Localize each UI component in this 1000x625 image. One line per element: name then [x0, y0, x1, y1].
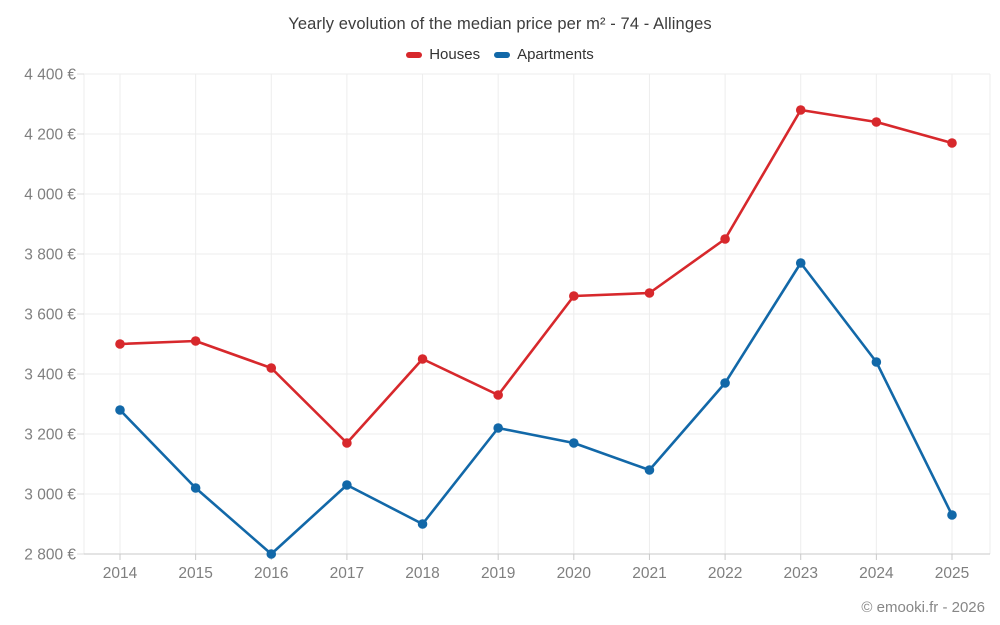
y-axis-labels: 2 800 € 3 000 € 3 200 € 3 400 € 3 600 € 3 800…: [24, 67, 76, 564]
y-axis-tick-label: 3 000 €: [24, 487, 76, 504]
x-axis-tick-label: 2025: [935, 565, 969, 582]
y-axis-tick-label: 3 400 €: [24, 367, 76, 384]
x-axis-labels: 2014 2015 2016 2017 2018 2019 2020 2021 2022 2023…: [103, 554, 969, 582]
legend-label-apartments: Apartments: [517, 46, 594, 63]
y-axis-tick-label: 3 200 €: [24, 427, 76, 444]
apartments-point-2024[interactable]: [871, 357, 882, 367]
x-axis-tick-label: 2017: [330, 565, 364, 582]
apartments-point-2017[interactable]: [342, 480, 352, 490]
apartments-point-2023[interactable]: [795, 258, 806, 268]
y-axis-tick-label: 4 400 €: [24, 67, 76, 84]
x-axis-tick-label: 2024: [859, 565, 894, 582]
houses-point-2015[interactable]: [190, 336, 201, 346]
x-axis-tick-label: 2014: [103, 565, 138, 582]
apartments-point-2014[interactable]: [115, 405, 125, 415]
horizontal-gridlines: [77, 73, 990, 555]
y-axis-tick-label: 2 800 €: [24, 547, 76, 564]
chart-title: Yearly evolution of the median price per…: [288, 15, 712, 33]
chart-legend: Houses Apartments: [0, 46, 1000, 63]
legend-label-houses: Houses: [429, 46, 481, 63]
x-axis-tick-label: 2018: [405, 565, 439, 582]
y-axis-tick-label: 3 600 €: [24, 307, 76, 324]
houses-point-2014[interactable]: [115, 339, 125, 349]
apartments-point-2018[interactable]: [417, 519, 428, 529]
houses-point-2021[interactable]: [644, 288, 655, 298]
apartments-point-2021[interactable]: [644, 465, 655, 475]
houses-point-2020[interactable]: [569, 291, 579, 301]
houses-point-2024[interactable]: [871, 117, 882, 127]
houses-point-2025[interactable]: [947, 138, 957, 148]
x-axis-tick-label: 2022: [708, 565, 742, 582]
x-axis-tick-label: 2019: [481, 565, 515, 582]
legend-swatch-houses-icon: [406, 51, 423, 58]
x-axis-tick-label: 2016: [254, 565, 288, 582]
legend-swatch-apartments-icon: [494, 51, 511, 58]
legend-item-houses[interactable]: Houses: [406, 46, 480, 63]
apartments-point-2020[interactable]: [569, 438, 579, 448]
series-apartments: [115, 258, 957, 559]
x-axis-tick-label: 2020: [557, 565, 592, 582]
y-axis-tick-label: 4 200 €: [24, 127, 76, 144]
x-axis-tick-label: 2021: [632, 565, 666, 582]
apartments-line: [118, 261, 954, 556]
apartments-point-2025[interactable]: [947, 510, 957, 520]
y-axis-tick-label: 4 000 €: [24, 187, 76, 204]
apartments-point-2015[interactable]: [190, 483, 201, 493]
legend-item-apartments[interactable]: Apartments: [494, 46, 594, 63]
x-axis-tick-label: 2023: [783, 565, 817, 582]
houses-point-2022[interactable]: [720, 234, 730, 244]
houses-point-2016[interactable]: [266, 363, 277, 373]
houses-point-2018[interactable]: [417, 354, 428, 364]
x-axis-tick-label: 2015: [178, 565, 212, 582]
houses-point-2023[interactable]: [795, 105, 806, 115]
houses-line: [118, 108, 954, 445]
copyright-text: © emooki.fr - 2026: [861, 599, 985, 616]
y-axis-tick-label: 3 800 €: [24, 247, 76, 264]
apartments-point-2019[interactable]: [493, 423, 503, 433]
houses-point-2019[interactable]: [493, 390, 503, 400]
series-houses: [115, 105, 957, 448]
houses-point-2017[interactable]: [342, 438, 352, 448]
apartments-point-2022[interactable]: [720, 378, 730, 388]
apartments-point-2016[interactable]: [266, 549, 277, 559]
